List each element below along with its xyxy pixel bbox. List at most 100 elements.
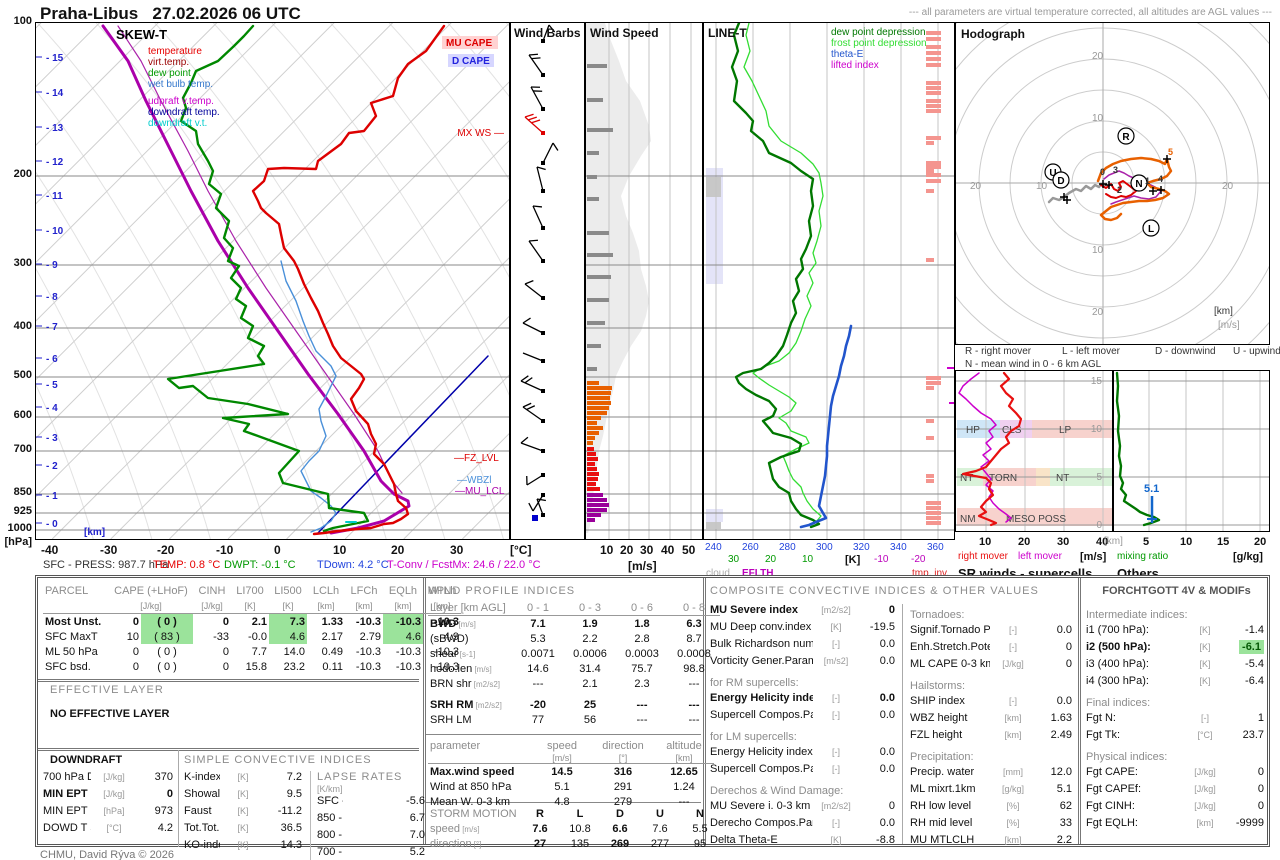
svg-text:5: 5 <box>1168 147 1173 157</box>
axis-label: right mover <box>958 551 1009 562</box>
cell: 56 <box>583 713 597 726</box>
kv-row: Energy Helicity index [-] 0.0 <box>710 692 895 704</box>
cell: STORM MOTION <box>430 807 517 820</box>
axis-label: cloud <box>706 568 730 579</box>
wind-speed-title: Wind Speed <box>590 26 659 40</box>
wind-profile-table: Layer [km AGL] 0 - 1 0 - 3 0 - 6 0 - 8 BWD [m… <box>428 600 720 727</box>
axis-label: 20 <box>765 554 777 565</box>
simple-indices-list: K-index[K]7.2 Showalter[K]9.5 Faust[K]-11.… <box>184 771 302 856</box>
cell: direction <box>602 739 644 752</box>
svg-text:10: 10 <box>1092 113 1104 124</box>
cell: Most Unst. <box>45 615 102 628</box>
kv-row: i4 (300 hPa): [K] -6.4 <box>1086 675 1264 687</box>
cell: ( 0 ) <box>157 645 177 658</box>
section-header: Final indices: <box>1086 697 1151 709</box>
simple-indices-title: SIMPLE CONVECTIVE INDICES <box>184 754 372 766</box>
axis-label: 15 <box>1217 536 1230 548</box>
kv-row: MU Severe index [m2/s2] 0 <box>710 604 895 616</box>
cell: 14.0 <box>283 645 305 658</box>
cell <box>428 753 532 764</box>
cell: 2.2 <box>582 632 598 645</box>
kv-row: K-index [K] 7.2 <box>184 771 302 783</box>
kv-row: MU Deep conv.index [K] -19.5 <box>710 621 895 633</box>
cell: --- <box>636 713 648 726</box>
legend-item: theta-E <box>831 49 864 60</box>
axis-label: -10 <box>216 543 234 557</box>
wind-parameter-table: parameter speed direction altitude [m/s] [°] [… <box>428 738 714 809</box>
skewt-canvas: - 0 - 1 - 2 - 3 - 4 - 5 - 6 - 7 - 8 - 9 - 10 - 11 - … <box>0 0 1061 540</box>
axis-label: 280 <box>779 542 796 553</box>
cell: 1.24 <box>673 780 695 793</box>
cell: Layer [km AGL] <box>430 601 506 614</box>
cell: 2.17 <box>321 630 343 643</box>
cell: 4.6 <box>383 629 423 644</box>
kv-row: i1 (700 hPa): [K] -1.4 <box>1086 624 1264 636</box>
indices-area: PARCEL CAPE (+LHoF) CINH LI700 LI500 LCLh LFCh… <box>35 575 1270 860</box>
kv-row: Supercell Compos.Param.[-]0.0 <box>710 763 895 775</box>
correction-note: --- all parameters are virtual temperatu… <box>908 7 1272 18</box>
cell: CINH <box>198 584 226 597</box>
cell: 1.9 <box>582 617 598 630</box>
cell: 77 <box>531 713 545 726</box>
legend-item: U - upwind <box>1233 346 1280 357</box>
axis-label: [°C] <box>510 543 532 557</box>
station-name: Praha-Libus <box>40 4 139 23</box>
svg-text:NT: NT <box>1056 473 1069 484</box>
cell: --- <box>688 713 700 726</box>
cell: [J/kg] <box>201 600 223 611</box>
kv-row: Faust [K] -11.2 <box>184 805 302 817</box>
axis-label: -10 <box>874 554 889 565</box>
svg-text:wet bulb temp.: wet bulb temp. <box>147 79 213 90</box>
cell: 0 <box>132 645 139 658</box>
svg-text:4: 4 <box>1158 174 1163 184</box>
svg-text:- 4: - 4 <box>46 403 58 414</box>
divider <box>38 748 419 751</box>
linet-canvas <box>704 23 954 539</box>
wind-profile-title: WIND PROFILE INDICES <box>428 585 576 597</box>
cell: --- <box>636 698 648 711</box>
pressure-tick: 600 <box>13 409 32 421</box>
pressure-tick: 200 <box>13 168 32 180</box>
linet-legend: dew point depression frost point depressi… <box>831 27 927 71</box>
cell: speed <box>547 739 577 752</box>
axis-label: left mover <box>1018 551 1062 562</box>
hodograph-canvas: 20 10 20 20 10 10 20 [km] [m/s] R L UD N 0 3 2 1 4 5 <box>956 23 1269 344</box>
svg-text:downdraft temp.: downdraft temp. <box>148 107 220 118</box>
section-header: Physical indices: <box>1086 751 1168 763</box>
cell: D <box>616 807 624 820</box>
svg-text:HP: HP <box>966 425 980 436</box>
axis-label: 50 <box>682 543 696 557</box>
svg-text:L: L <box>1148 224 1154 235</box>
kv-row: KO-index[K]14.3 <box>184 839 302 851</box>
kv-row: MU MTLCLH [km] 2.2 <box>910 834 1072 846</box>
kv-row: SFC - 850 hPa-5.6 <box>317 795 425 807</box>
cell: 75.7 <box>631 662 653 675</box>
kv-row: Showalter[K]9.5 <box>184 788 302 800</box>
cell: -10.3 <box>355 660 381 673</box>
axis-label: 30 <box>450 543 464 557</box>
axis-label: tmp. inv. <box>912 568 950 579</box>
hodograph-legend-n: N - mean wind in 0 - 6 km AGL <box>965 359 1102 370</box>
cell: [km] <box>433 600 451 611</box>
svg-text:- 11: - 11 <box>46 191 63 202</box>
cell: [km] <box>355 600 373 611</box>
svg-text:5.1: 5.1 <box>1144 483 1159 495</box>
axis-label: [m/s] <box>628 559 657 573</box>
cell: 95 <box>693 837 707 850</box>
cell: 2.1 <box>251 615 267 628</box>
cell: -33 <box>213 630 229 643</box>
axis-label: 300 <box>816 542 833 553</box>
axis-label: 40 <box>1096 536 1109 548</box>
cell: 0 <box>132 615 139 628</box>
kv-row: ML mixrt.1km [g/kg] 5.1 <box>910 783 1072 795</box>
kv-row: SHIP index [-] 0.0 <box>910 695 1072 707</box>
hodograph-title: Hodograph <box>961 27 1025 41</box>
cell: -10.3 <box>395 645 421 658</box>
cell: R <box>536 807 544 820</box>
others-panel: 5.1 <box>1113 370 1270 532</box>
cell: 277 <box>650 837 670 850</box>
kv-row: Vorticity Gener.Param. [m/s2] 0.0 <box>710 655 895 667</box>
cell: [K] <box>244 600 256 611</box>
kv-row: 800 - 600 hPa7.0 <box>317 829 425 841</box>
